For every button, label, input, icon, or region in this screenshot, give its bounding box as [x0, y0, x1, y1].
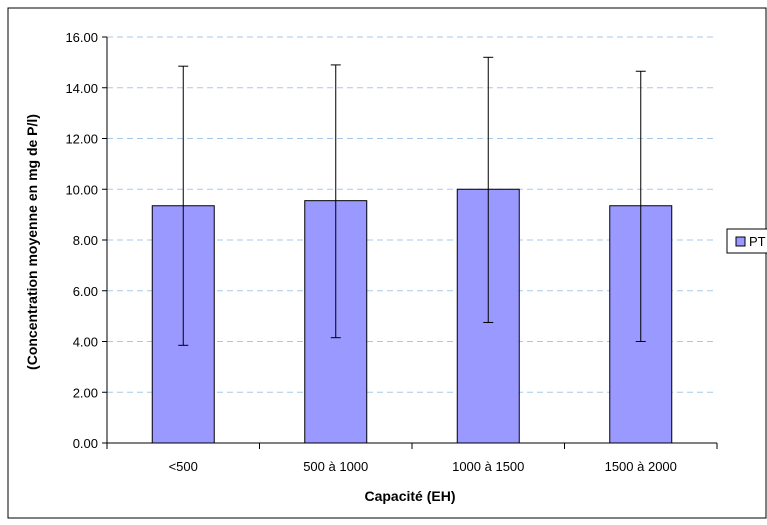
- axes: [102, 36, 718, 449]
- y-tick-label: 16.00: [65, 30, 98, 45]
- y-tick-label: 10.00: [65, 182, 98, 197]
- y-tick-labels: 0.00 2.00 4.00 6.00 8.00 10.00 12.00 14.00 16.00: [65, 30, 98, 451]
- y-tick-label: 4.00: [73, 335, 98, 350]
- legend: PT: [726, 228, 767, 254]
- x-tick-label: <500: [169, 459, 198, 474]
- x-tick-label: 1500 à 2000: [605, 459, 677, 474]
- y-tick-label: 6.00: [73, 284, 98, 299]
- x-axis-label: Capacité (EH): [364, 488, 455, 504]
- legend-box: [726, 228, 767, 254]
- x-tick-labels: <500 500 à 1000 1000 à 1500 1500 à 2000: [169, 459, 677, 474]
- x-tick-label: 1000 à 1500: [452, 459, 524, 474]
- y-tick-label: 0.00: [73, 436, 98, 451]
- y-axis-label: (Concentration moyenne en mg de P/l): [24, 114, 40, 370]
- y-tick-label: 8.00: [73, 233, 98, 248]
- y-tick-label: 12.00: [65, 132, 98, 147]
- y-tick-label: 14.00: [65, 81, 98, 96]
- legend-swatch: [735, 236, 746, 247]
- legend-label: PT: [749, 234, 766, 249]
- y-tick-label: 2.00: [73, 385, 98, 400]
- x-tick-label: 500 à 1000: [303, 459, 368, 474]
- error-bars: [178, 56, 646, 346]
